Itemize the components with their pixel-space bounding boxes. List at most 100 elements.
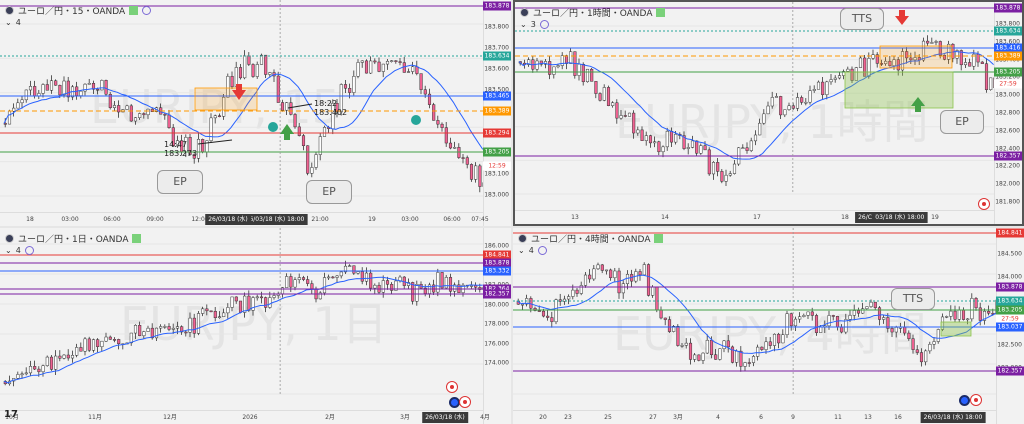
candle	[594, 81, 598, 94]
candle	[247, 55, 251, 65]
candle	[585, 68, 590, 83]
candle	[722, 340, 726, 350]
time-axis[interactable]: 1803:0006:0009:0012:0015:0021:001903:000…	[0, 212, 489, 226]
candle	[770, 97, 774, 107]
candle	[617, 270, 621, 294]
candle	[774, 96, 779, 98]
status-ring-icon	[24, 246, 34, 255]
candle	[83, 338, 87, 352]
alert-icon[interactable]	[970, 394, 982, 406]
price-axis[interactable]: 183.878 183.800 183.700 183.600 183.500183.4…	[483, 0, 511, 226]
candle	[741, 147, 745, 149]
alert-icon[interactable]	[978, 198, 990, 210]
candle	[461, 157, 465, 159]
indicator-row[interactable]: ⌄ 4	[5, 18, 21, 27]
chevron-down-icon[interactable]: ⌄	[518, 246, 525, 255]
candle	[632, 112, 636, 134]
candle	[890, 328, 894, 333]
candle	[96, 339, 100, 347]
candle	[602, 87, 606, 101]
candle	[62, 354, 66, 359]
chart-panel-4h[interactable]: EURJPY, 4時間 ユーロ／円・4時間・OANDA ⌄4 184.50018…	[513, 228, 1024, 424]
price-axis[interactable]: 183.800183.600183.400183.200183.000182.8…	[994, 2, 1022, 224]
candle	[577, 63, 581, 76]
candle	[230, 76, 234, 88]
time-tick: 3月	[400, 414, 410, 421]
candle	[373, 60, 377, 63]
chart-canvas-1d[interactable]	[0, 228, 511, 424]
candle	[745, 147, 749, 151]
candle	[66, 80, 70, 98]
candle	[928, 343, 932, 352]
candle	[520, 303, 525, 306]
chart-canvas-15m[interactable]	[0, 0, 511, 226]
candle	[592, 268, 596, 280]
candle	[819, 326, 823, 333]
indicator-row[interactable]: ⌄ 3	[520, 20, 549, 29]
time-axis[interactable]: 13 14 17 18 19 26/03/18 (水) 18:00 26/C	[515, 210, 994, 224]
candle	[12, 107, 16, 112]
candle	[728, 173, 732, 176]
chart-canvas-4h[interactable]	[513, 228, 1024, 424]
chevron-down-icon[interactable]: ⌄	[520, 20, 527, 29]
candle	[33, 86, 37, 97]
chart-title: ユーロ／円・15・OANDA	[18, 7, 126, 17]
price-tick: 183.000	[484, 191, 509, 199]
candle	[934, 41, 938, 43]
note-time: 14:47	[164, 140, 188, 149]
candle	[213, 115, 217, 119]
candle	[854, 67, 858, 81]
indicator-row[interactable]: ⌄ 4	[518, 246, 547, 255]
candle	[415, 66, 419, 74]
indicator-row[interactable]: ⌄ 4	[5, 246, 34, 255]
candle	[798, 316, 802, 320]
price-tick: 183.600	[995, 38, 1020, 46]
candle	[360, 271, 364, 282]
candle	[735, 350, 739, 363]
candle	[814, 315, 819, 333]
candle	[238, 67, 243, 79]
price-tag: 183.878	[483, 258, 511, 268]
chart-header: ユーロ／円・4時間・OANDA	[518, 232, 664, 245]
indicator-count: 4	[528, 246, 534, 255]
time-axis[interactable]: 202325273月4691113162026/03/18 (水) 18:00	[513, 410, 996, 424]
candle	[892, 59, 896, 67]
candle	[133, 324, 138, 334]
chevron-down-icon[interactable]: ⌄	[5, 246, 12, 255]
price-tick: 182.500	[997, 341, 1022, 349]
time-tick: 06:00	[443, 216, 461, 223]
candle	[436, 272, 440, 293]
candle	[381, 280, 385, 293]
price-axis[interactable]: 184.500184.000183.500183.000182.500182.0…	[996, 228, 1024, 424]
alert-icon[interactable]	[459, 396, 471, 408]
time-axis[interactable]: 10月 11月 12月 2026 2月 3月 4月 26/03/18 (水)	[0, 410, 490, 424]
candle	[915, 349, 919, 353]
chart-panel-15m[interactable]: EURJPY, 15 ユーロ／円・15・OANDA ⌄4 183.878183.…	[0, 0, 511, 226]
sell-arrow-icon	[232, 84, 246, 100]
price-tick: 183.700	[484, 44, 509, 52]
candle	[369, 60, 373, 74]
chart-canvas-1h[interactable]	[515, 2, 1022, 224]
candle	[812, 89, 816, 91]
candle	[930, 42, 934, 44]
replay-icon[interactable]	[959, 395, 970, 406]
candle	[251, 297, 255, 311]
chart-panel-1d[interactable]: EURJPY, 1日 ユーロ／円・1日・OANDA ⌄4 186.000184.…	[0, 228, 511, 424]
candle	[749, 140, 753, 151]
candle	[653, 141, 657, 144]
candle	[640, 129, 644, 141]
alert-icon[interactable]	[446, 381, 458, 393]
candle	[609, 269, 613, 279]
price-axis[interactable]: 186.000184.000182.000180.000178.000176.0…	[483, 228, 511, 424]
candle	[159, 326, 163, 329]
candle	[579, 285, 583, 294]
candle	[171, 327, 175, 330]
chevron-down-icon[interactable]: ⌄	[5, 18, 12, 27]
candle	[894, 327, 898, 333]
symbol-icon	[520, 8, 529, 17]
symbol-icon	[5, 234, 14, 243]
time-tick: 12:00	[191, 216, 209, 223]
chart-panel-1h[interactable]: EURJPY, 1時間 ユーロ／円・1時間・OANDA ⌄ 3 183.800 18…	[513, 0, 1024, 226]
candle	[364, 60, 369, 74]
note-price: 183.402	[314, 108, 348, 117]
